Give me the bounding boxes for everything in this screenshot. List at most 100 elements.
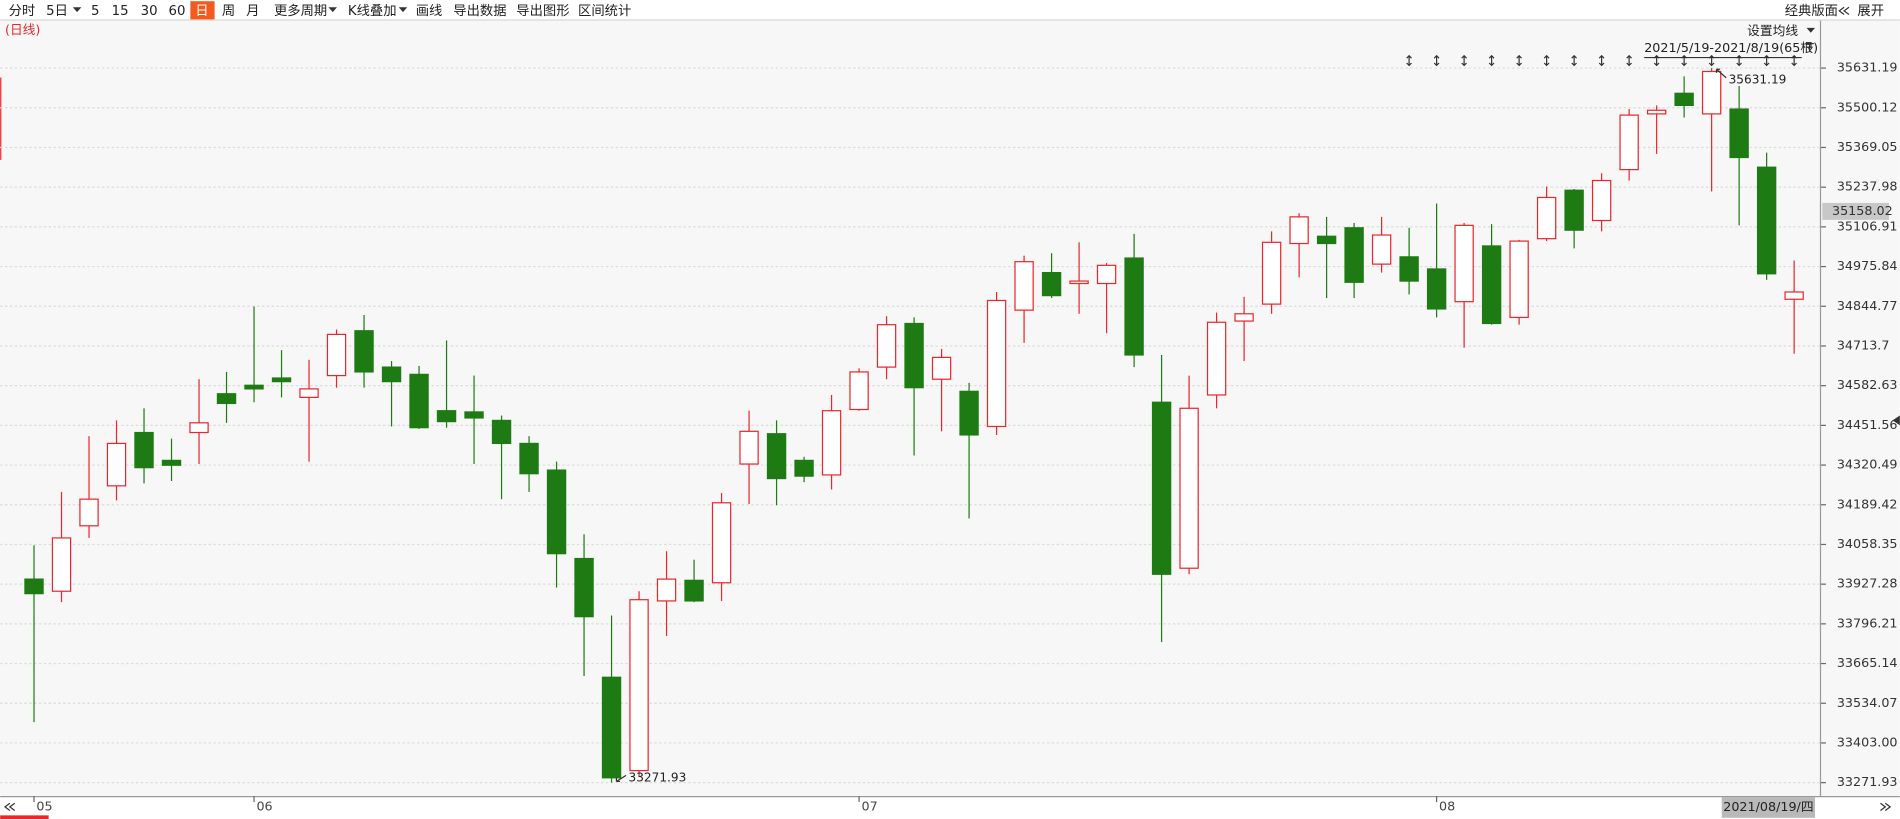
candle-body bbox=[354, 330, 374, 373]
toolbar-item[interactable]: 画线 bbox=[416, 3, 443, 19]
candle-body bbox=[79, 498, 99, 527]
last-date-label: 2021/08/19/四 bbox=[1723, 799, 1813, 814]
candle-body bbox=[134, 431, 154, 469]
candle-body bbox=[299, 388, 319, 398]
candle-body bbox=[1041, 271, 1062, 297]
candle-body bbox=[1536, 196, 1557, 240]
toolbar-item[interactable]: K线叠加 bbox=[348, 3, 397, 19]
candle-body bbox=[244, 384, 264, 390]
candle-body bbox=[739, 430, 759, 465]
range-marker bbox=[1626, 54, 1632, 67]
toolbar-right-item[interactable]: 经典版面 bbox=[1785, 3, 1838, 19]
candle-body bbox=[51, 537, 72, 592]
ma-settings[interactable]: 设置均线 bbox=[1747, 23, 1798, 38]
candle-body bbox=[381, 366, 402, 383]
dropdown-arrow[interactable] bbox=[328, 7, 337, 13]
candle-body bbox=[1124, 257, 1144, 356]
toolbar-item[interactable]: 30 bbox=[141, 4, 158, 19]
y-tick-label: 34713.7 bbox=[1837, 337, 1890, 352]
toolbar-right-item[interactable]: 展开 bbox=[1857, 4, 1884, 19]
candle-body bbox=[1646, 109, 1667, 115]
candle-body bbox=[1564, 189, 1584, 231]
candle-body bbox=[821, 410, 842, 476]
range-marker bbox=[1708, 54, 1715, 67]
candle-body bbox=[1289, 216, 1309, 245]
cursor-price-bg bbox=[1822, 202, 1889, 220]
candle-body bbox=[1509, 240, 1529, 319]
candle-body bbox=[1701, 70, 1722, 115]
range-marker bbox=[1433, 54, 1440, 67]
range-markers bbox=[1406, 54, 1797, 67]
toolbar-item[interactable]: 5 bbox=[91, 4, 99, 19]
x-axis: 05 06 07 08 bbox=[33, 795, 1455, 813]
toolbar-item[interactable]: 15 bbox=[112, 4, 129, 19]
toolbar-item[interactable]: 更多周期 bbox=[274, 2, 327, 19]
toolbar-item[interactable]: 导出图形 bbox=[516, 3, 569, 19]
candle-body bbox=[1316, 235, 1337, 245]
candle-body bbox=[684, 579, 704, 602]
scroll-left[interactable] bbox=[3, 802, 16, 812]
min-label: 33271.93 bbox=[629, 770, 687, 784]
collapse-icon[interactable] bbox=[1838, 6, 1850, 16]
y-tick-label: 34582.63 bbox=[1837, 377, 1898, 392]
y-tick-label: 34975.84 bbox=[1837, 258, 1898, 273]
min-leader bbox=[615, 774, 627, 783]
toolbar-item[interactable]: 60 bbox=[169, 4, 186, 19]
dropdown-arrow[interactable] bbox=[398, 7, 408, 13]
candle-body bbox=[794, 459, 814, 477]
toolbar-item[interactable]: 5日 bbox=[46, 4, 68, 19]
y-tick-label: 35106.91 bbox=[1837, 218, 1898, 233]
candle-body bbox=[1096, 264, 1117, 285]
candle-body bbox=[436, 410, 457, 423]
toolbar-item[interactable]: 导出数据 bbox=[453, 3, 506, 19]
range-marker bbox=[1736, 54, 1742, 67]
range-marker bbox=[1516, 54, 1522, 67]
toolbar-item[interactable]: 周 bbox=[222, 4, 235, 19]
scroll-right[interactable] bbox=[1880, 802, 1892, 812]
y-tick-label: 34844.77 bbox=[1837, 298, 1898, 313]
dropdown-arrow[interactable] bbox=[72, 7, 82, 13]
candle-body bbox=[1674, 92, 1694, 107]
dropdown-arrow[interactable] bbox=[1806, 27, 1816, 33]
last-date-bg bbox=[1721, 797, 1816, 818]
candle-body bbox=[766, 433, 787, 480]
range-marker bbox=[1406, 54, 1412, 67]
candle-body bbox=[106, 442, 127, 487]
candle-body bbox=[271, 377, 292, 383]
x-tick-label: 05 bbox=[36, 798, 52, 813]
candle-body bbox=[1756, 166, 1777, 275]
candle-body bbox=[1069, 280, 1089, 285]
y-tick-label: 34451.56 bbox=[1837, 417, 1898, 432]
pin-icon[interactable] bbox=[1805, 43, 1814, 53]
candle-body bbox=[1261, 241, 1282, 305]
toolbar: 分时 5日 5 15 30 60 日 周 月 更多周期 K线叠加 画线 导出数据… bbox=[9, 1, 1884, 20]
y-axis: 33271.93 33403.00 33534.07 33665.14 33796.21… bbox=[1821, 60, 1898, 789]
candle-body bbox=[1619, 114, 1639, 171]
y-tick-label: 33403.00 bbox=[1837, 734, 1898, 749]
toolbar-item[interactable]: 分时 bbox=[9, 3, 36, 19]
x-tick-label: 08 bbox=[1439, 798, 1455, 813]
y-tick-label: 33665.14 bbox=[1837, 655, 1898, 670]
y-tick-label: 35237.98 bbox=[1837, 179, 1898, 194]
candle-body bbox=[464, 411, 484, 419]
candle-body bbox=[1014, 261, 1034, 311]
toolbar-item[interactable]: 月 bbox=[246, 4, 259, 19]
y-tick-label: 33927.28 bbox=[1837, 576, 1898, 591]
scroll-indicator bbox=[0, 815, 49, 819]
y-tick-label: 33534.07 bbox=[1837, 695, 1898, 710]
candle-body bbox=[986, 299, 1007, 428]
candle-body bbox=[1151, 401, 1172, 575]
range-marker bbox=[1543, 54, 1550, 67]
x-tick-label: 07 bbox=[861, 798, 877, 813]
y-tick-label: 33271.93 bbox=[1837, 774, 1898, 789]
candle-body bbox=[574, 557, 594, 618]
candle-body bbox=[1179, 407, 1199, 569]
toolbar-item-active[interactable]: 日 bbox=[195, 4, 208, 19]
candle-body bbox=[1399, 256, 1419, 282]
candle-body bbox=[519, 442, 539, 475]
y-tick-label: 34189.42 bbox=[1837, 496, 1898, 511]
max-leader bbox=[1715, 68, 1727, 79]
y-tick-label: 35500.12 bbox=[1837, 99, 1898, 114]
toolbar-item[interactable]: 区间统计 bbox=[578, 3, 631, 19]
